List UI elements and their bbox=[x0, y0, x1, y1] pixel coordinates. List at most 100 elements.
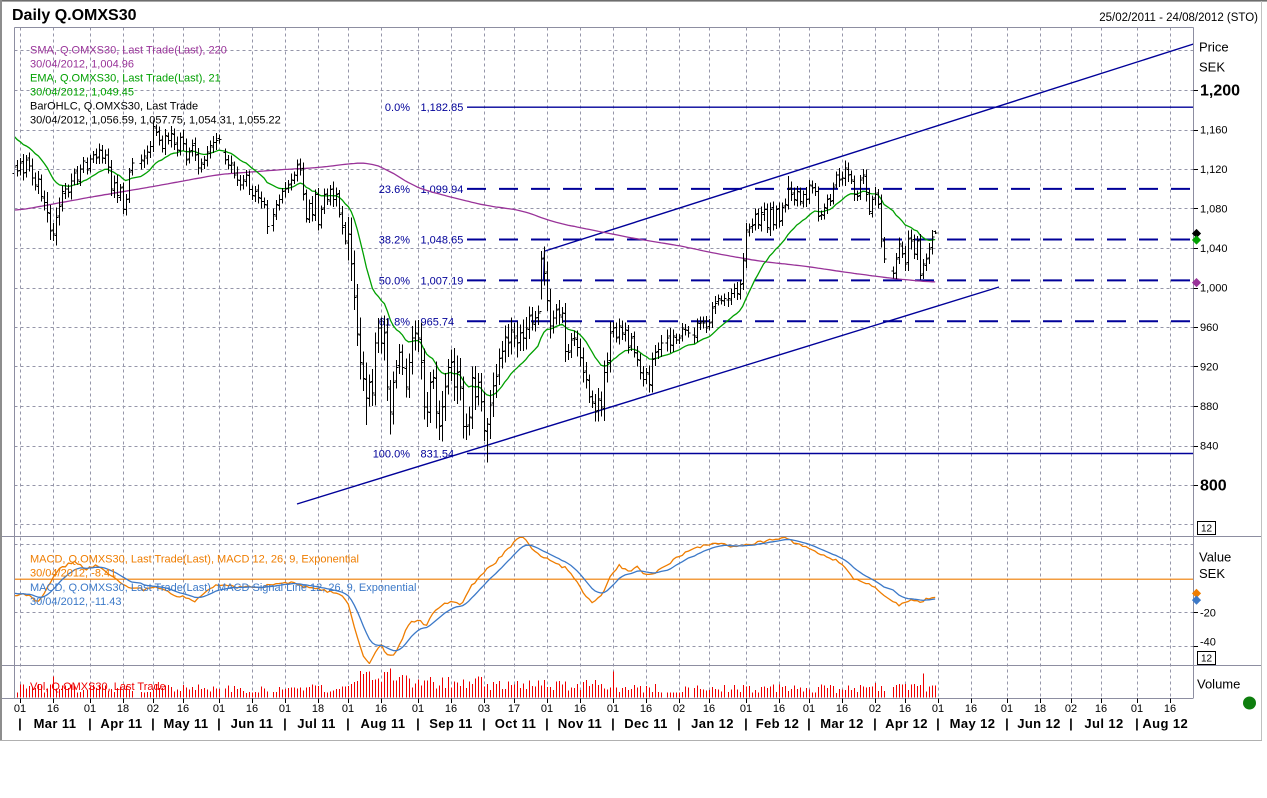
svg-text:1,120: 1,120 bbox=[1200, 164, 1228, 176]
svg-text:SMA, Q.OMXS30, Last Trade(Last: SMA, Q.OMXS30, Last Trade(Last), 220 bbox=[30, 44, 227, 56]
svg-text:EMA, Q.OMXS30, Last Trade(Last: EMA, Q.OMXS30, Last Trade(Last), 21 bbox=[30, 72, 221, 84]
svg-text:Apr 12: Apr 12 bbox=[885, 716, 928, 731]
svg-text:02: 02 bbox=[869, 703, 881, 715]
svg-text:01: 01 bbox=[803, 703, 815, 715]
svg-text:|: | bbox=[416, 716, 420, 731]
svg-text:01: 01 bbox=[342, 703, 354, 715]
svg-text:|: | bbox=[482, 716, 486, 731]
svg-text:|: | bbox=[545, 716, 549, 731]
svg-text:880: 880 bbox=[1200, 401, 1218, 413]
svg-text:25/02/2011 - 24/08/2012 (STO): 25/02/2011 - 24/08/2012 (STO) bbox=[1099, 12, 1258, 24]
svg-text:|: | bbox=[283, 716, 287, 731]
svg-text:17: 17 bbox=[508, 703, 520, 715]
svg-text:1,099.94: 1,099.94 bbox=[421, 184, 464, 196]
svg-text:|: | bbox=[1069, 716, 1073, 731]
svg-text:16: 16 bbox=[47, 703, 59, 715]
svg-text:16: 16 bbox=[773, 703, 785, 715]
svg-text:01: 01 bbox=[84, 703, 96, 715]
svg-text:16: 16 bbox=[574, 703, 586, 715]
svg-text:30/04/2012, 1,004.96: 30/04/2012, 1,004.96 bbox=[30, 58, 134, 70]
svg-text:Volume: Volume bbox=[1197, 677, 1240, 692]
svg-text:965.74: 965.74 bbox=[421, 316, 455, 328]
svg-text:Price: Price bbox=[1199, 40, 1229, 55]
svg-text:920: 920 bbox=[1200, 362, 1218, 374]
svg-text:|: | bbox=[88, 716, 92, 731]
svg-text:18: 18 bbox=[1034, 703, 1046, 715]
svg-text:May 12: May 12 bbox=[950, 716, 996, 731]
svg-text:23.6%: 23.6% bbox=[379, 184, 410, 196]
svg-text:1,007.19: 1,007.19 bbox=[421, 275, 464, 287]
svg-text:16: 16 bbox=[703, 703, 715, 715]
svg-text:Value: Value bbox=[1199, 550, 1231, 565]
svg-text:Jun 12: Jun 12 bbox=[1017, 716, 1061, 731]
svg-text:02: 02 bbox=[147, 703, 159, 715]
svg-text:16: 16 bbox=[445, 703, 457, 715]
svg-text:01: 01 bbox=[279, 703, 291, 715]
svg-text:SEK: SEK bbox=[1199, 566, 1225, 581]
svg-text:01: 01 bbox=[412, 703, 424, 715]
svg-text:May 11: May 11 bbox=[163, 716, 208, 731]
svg-text:|: | bbox=[1005, 716, 1009, 731]
svg-text:1,160: 1,160 bbox=[1200, 125, 1228, 137]
svg-text:Mar 11: Mar 11 bbox=[34, 716, 77, 731]
svg-text:Jan 12: Jan 12 bbox=[691, 716, 734, 731]
svg-text:Jun 11: Jun 11 bbox=[231, 716, 274, 731]
svg-text:16: 16 bbox=[1164, 703, 1176, 715]
svg-text:-40: -40 bbox=[1200, 637, 1216, 649]
svg-text:30/04/2012, 1,049.45: 30/04/2012, 1,049.45 bbox=[30, 86, 134, 98]
svg-text:16: 16 bbox=[1095, 703, 1107, 715]
svg-text:840: 840 bbox=[1200, 441, 1218, 453]
svg-text:03: 03 bbox=[478, 703, 490, 715]
svg-text:|: | bbox=[936, 716, 940, 731]
svg-text:100.0%: 100.0% bbox=[373, 449, 411, 461]
svg-text:MACD, Q.OMXS30, Last Trade(Las: MACD, Q.OMXS30, Last Trade(Last), MACD S… bbox=[30, 582, 416, 594]
svg-text:16: 16 bbox=[836, 703, 848, 715]
svg-text:Jul 12: Jul 12 bbox=[1084, 716, 1123, 731]
svg-text:|: | bbox=[807, 716, 811, 731]
svg-text:Sep 11: Sep 11 bbox=[429, 716, 473, 731]
svg-text:-20: -20 bbox=[1200, 608, 1216, 620]
svg-text:38.2%: 38.2% bbox=[379, 235, 410, 247]
svg-text:Jul 11: Jul 11 bbox=[297, 716, 336, 731]
svg-text:30/04/2012, -8.41: 30/04/2012, -8.41 bbox=[30, 568, 116, 580]
svg-text:61.8%: 61.8% bbox=[379, 316, 410, 328]
svg-text:|: | bbox=[346, 716, 350, 731]
svg-text:16: 16 bbox=[375, 703, 387, 715]
svg-text:831.54: 831.54 bbox=[421, 449, 455, 461]
svg-text:Nov 11: Nov 11 bbox=[558, 716, 602, 731]
svg-text:|: | bbox=[611, 716, 615, 731]
svg-text:18: 18 bbox=[117, 703, 129, 715]
svg-text:1,182.85: 1,182.85 bbox=[421, 102, 464, 114]
svg-text:16: 16 bbox=[640, 703, 652, 715]
svg-text:Oct 11: Oct 11 bbox=[495, 716, 536, 731]
svg-text:1,080: 1,080 bbox=[1200, 204, 1228, 216]
svg-text:1,200: 1,200 bbox=[1200, 83, 1240, 100]
svg-text:|: | bbox=[677, 716, 681, 731]
svg-text:Apr 11: Apr 11 bbox=[100, 716, 142, 731]
svg-text:BarOHLC, Q.OMXS30, Last Trade: BarOHLC, Q.OMXS30, Last Trade bbox=[30, 100, 198, 112]
svg-text:01: 01 bbox=[1131, 703, 1143, 715]
svg-text:|: | bbox=[873, 716, 877, 731]
svg-text:1,000: 1,000 bbox=[1200, 283, 1228, 295]
svg-text:|: | bbox=[217, 716, 221, 731]
svg-text:SEK: SEK bbox=[1199, 60, 1225, 75]
svg-text:|: | bbox=[151, 716, 155, 731]
svg-text:01: 01 bbox=[932, 703, 944, 715]
svg-text:1,048.65: 1,048.65 bbox=[421, 235, 464, 247]
svg-text:02: 02 bbox=[1065, 703, 1077, 715]
svg-text:|: | bbox=[744, 716, 748, 731]
svg-text:Vol, Q.OMXS30, Last Trade: Vol, Q.OMXS30, Last Trade bbox=[30, 681, 166, 693]
svg-text:02: 02 bbox=[673, 703, 685, 715]
svg-text:16: 16 bbox=[246, 703, 258, 715]
svg-text:01: 01 bbox=[213, 703, 225, 715]
svg-text:0.0%: 0.0% bbox=[385, 102, 410, 114]
svg-text:30/04/2012, 1,056.59, 1,057.75: 30/04/2012, 1,056.59, 1,057.75, 1,054.31… bbox=[30, 114, 281, 126]
svg-text:Aug 12: Aug 12 bbox=[1142, 716, 1188, 731]
svg-text:Mar 12: Mar 12 bbox=[820, 716, 864, 731]
svg-text:12: 12 bbox=[1201, 654, 1213, 665]
svg-text:18: 18 bbox=[312, 703, 324, 715]
svg-text:Daily Q.OMXS30: Daily Q.OMXS30 bbox=[12, 7, 137, 24]
svg-text:1,040: 1,040 bbox=[1200, 243, 1228, 255]
svg-text:16: 16 bbox=[965, 703, 977, 715]
svg-text:|: | bbox=[1135, 716, 1139, 731]
